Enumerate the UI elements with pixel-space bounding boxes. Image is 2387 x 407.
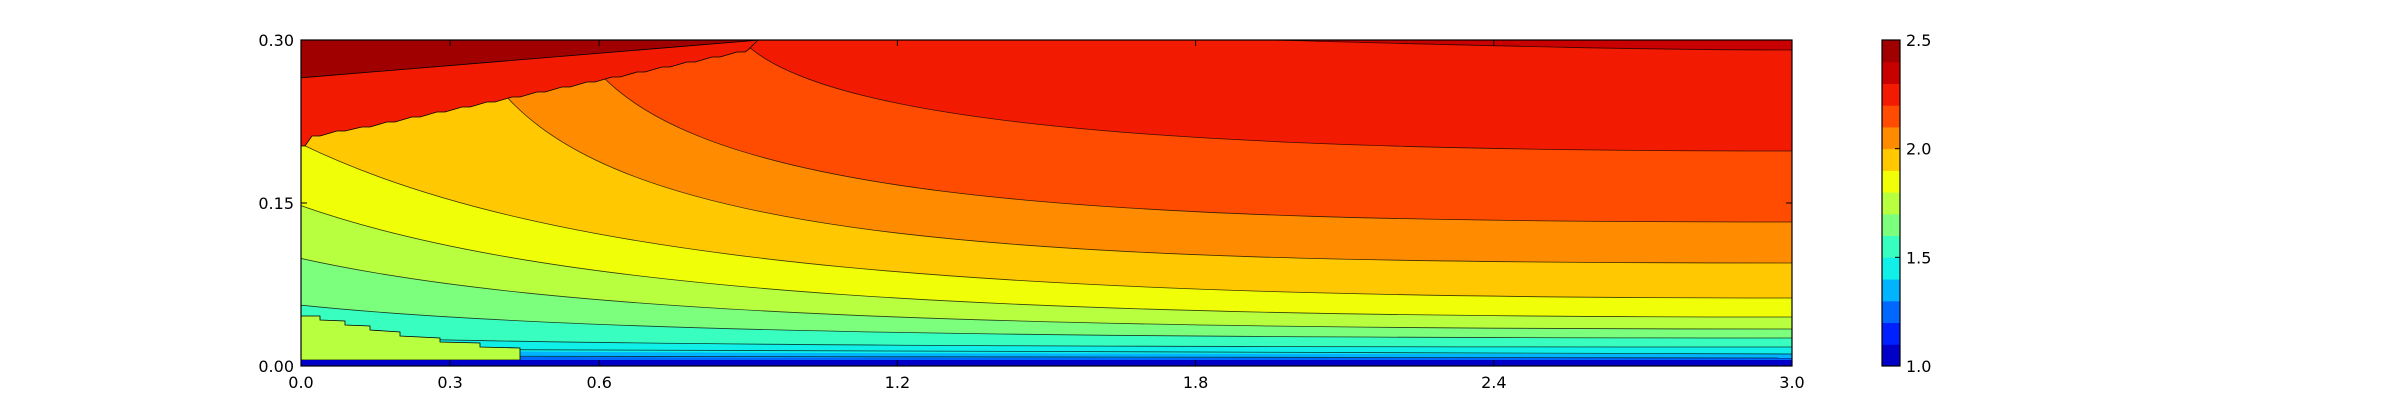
- x-tick-label: 1.2: [885, 373, 910, 392]
- colorbar-segment: [1882, 192, 1900, 214]
- colorbar-segment: [1882, 236, 1900, 258]
- plot-area: [297, 30, 2018, 366]
- x-tick-label: 0.3: [437, 373, 462, 392]
- colorbar-tick-label: 2.0: [1906, 140, 1931, 159]
- y-tick-label: 0.15: [258, 194, 294, 213]
- x-tick-label: 2.4: [1481, 373, 1506, 392]
- colorbar: 1.0 1.5 2.0 2.5: [1882, 31, 1931, 376]
- colorbar-segment: [1882, 279, 1900, 301]
- colorbar-segment: [1882, 40, 1900, 62]
- colorbar-tick-label: 1.5: [1906, 248, 1931, 267]
- x-tick-label: 0.6: [586, 373, 611, 392]
- colorbar-tick-label: 2.5: [1906, 31, 1931, 50]
- x-tick-label: 3.0: [1779, 373, 1804, 392]
- contour-line: [1770, 30, 2018, 40]
- colorbar-segment: [1882, 170, 1900, 192]
- contour-band-bottom: [301, 360, 1792, 366]
- colorbar-segment: [1882, 323, 1900, 345]
- x-tick-label: 1.8: [1183, 373, 1208, 392]
- contour-band: [1770, 30, 2018, 40]
- y-tick-label: 0.00: [258, 357, 294, 376]
- colorbar-segment: [1882, 301, 1900, 323]
- colorbar-segment: [1882, 344, 1900, 366]
- colorbar-tick-label: 1.0: [1906, 357, 1931, 376]
- colorbar-segment: [1882, 62, 1900, 84]
- colorbar-segment: [1882, 149, 1900, 171]
- colorbar-segment: [1882, 214, 1900, 236]
- y-tick-label: 0.30: [258, 31, 294, 50]
- colorbar-segment: [1882, 127, 1900, 149]
- colorbar-segment: [1882, 83, 1900, 105]
- colorbar-segment: [1882, 105, 1900, 127]
- colorbar-segment: [1882, 257, 1900, 279]
